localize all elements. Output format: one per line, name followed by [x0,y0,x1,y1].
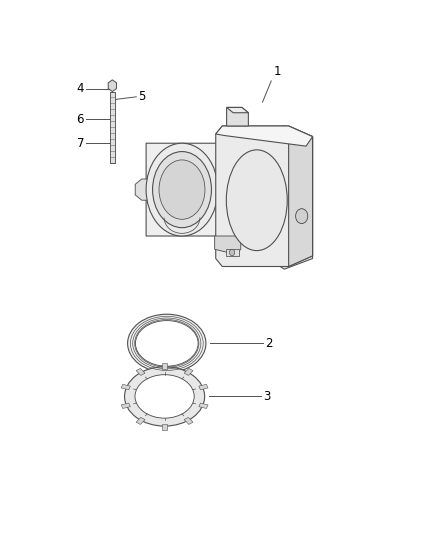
Text: 1: 1 [273,65,281,78]
Polygon shape [199,384,208,390]
Polygon shape [146,126,313,269]
Ellipse shape [124,367,205,426]
Circle shape [230,249,235,256]
Polygon shape [184,417,193,424]
Circle shape [296,209,308,223]
Polygon shape [162,424,167,430]
Polygon shape [136,368,145,375]
Polygon shape [226,249,239,256]
Polygon shape [226,108,248,113]
Polygon shape [110,92,115,163]
Text: 7: 7 [77,137,84,150]
Polygon shape [215,236,241,255]
Polygon shape [121,403,131,408]
Polygon shape [289,126,313,266]
Text: 4: 4 [77,83,84,95]
Polygon shape [226,108,248,126]
Text: 5: 5 [138,90,146,103]
Ellipse shape [127,314,206,373]
Ellipse shape [146,143,218,236]
Polygon shape [199,403,208,408]
Ellipse shape [226,150,287,251]
Ellipse shape [135,375,194,418]
Polygon shape [136,417,145,424]
Polygon shape [135,179,151,200]
Polygon shape [108,80,117,92]
Text: 6: 6 [77,113,84,126]
Text: 2: 2 [265,337,272,350]
Ellipse shape [159,160,205,219]
Ellipse shape [152,151,212,228]
Polygon shape [216,126,313,146]
Text: 3: 3 [263,390,271,403]
Polygon shape [162,363,167,369]
Ellipse shape [135,320,198,366]
Polygon shape [121,384,131,390]
Polygon shape [216,126,313,266]
Polygon shape [184,368,193,375]
